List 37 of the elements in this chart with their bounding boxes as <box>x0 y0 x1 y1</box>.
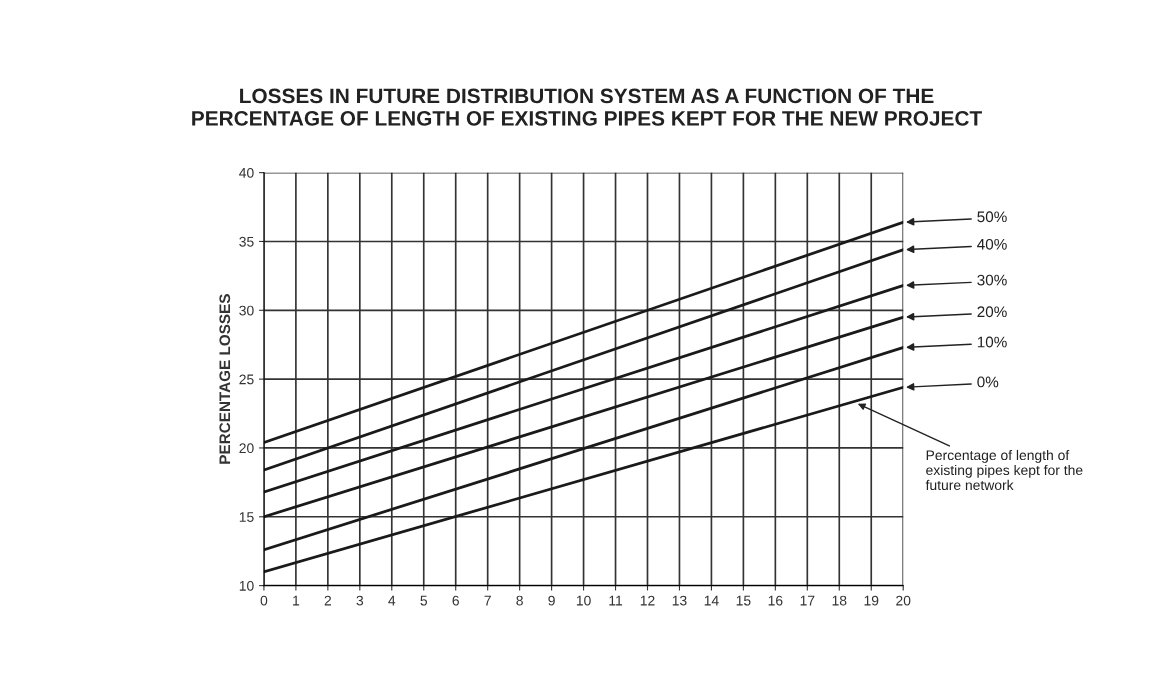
legend-label: 40% <box>977 238 1007 250</box>
x-tick-label: 3 <box>356 595 364 606</box>
y-tick-label: 10 <box>239 580 254 591</box>
x-tick-label: 19 <box>864 595 879 606</box>
x-tick-label: 6 <box>452 595 459 606</box>
legend-label: 30% <box>977 274 1007 286</box>
y-tick-label: 30 <box>239 305 254 316</box>
legend-label: 20% <box>977 306 1007 318</box>
x-tick-label: 8 <box>516 595 523 606</box>
x-tick-label: 10 <box>576 595 591 606</box>
chart-title: LOSSES IN FUTURE DISTRIBUTION SYSTEM AS A FUNCTION OF THE PERCENTAGE OF LENGTH OF EXISTING PIPES KEPT FOR THE NEW PROJECT <box>192 88 982 126</box>
x-tick-label: 14 <box>704 595 719 606</box>
y-tick-label: 15 <box>239 512 254 522</box>
y-tick-label: 40 <box>239 167 254 178</box>
x-tick-label: 18 <box>832 595 847 606</box>
x-tick-label: 1 <box>293 595 300 606</box>
x-tick-label: 13 <box>672 595 687 606</box>
y-tick-label: 20 <box>239 443 254 454</box>
y-tick-label: 25 <box>239 374 254 385</box>
y-tick-label: 35 <box>239 236 254 247</box>
x-tick-label: 12 <box>640 595 655 606</box>
x-tick-label: 2 <box>324 595 332 606</box>
x-tick-label: 17 <box>800 595 815 606</box>
y-axis-title: PERCENTAGE LOSSES <box>219 294 231 464</box>
x-tick-label: 9 <box>548 595 555 606</box>
x-tick-label: 5 <box>420 595 428 606</box>
x-tick-label: 7 <box>484 595 491 606</box>
x-tick-label: 16 <box>768 595 783 606</box>
legend-label: 0% <box>977 376 999 388</box>
x-tick-label: 4 <box>388 595 396 606</box>
x-tick-label: 11 <box>609 595 623 606</box>
x-tick-label: 15 <box>736 595 751 606</box>
x-tick-label: 0 <box>260 595 268 606</box>
annotation: Percentage of length of existing pipes kept for the future network <box>925 449 1083 491</box>
legend-label: 10% <box>977 336 1007 348</box>
x-tick-label: 20 <box>896 595 911 606</box>
legend-label: 50% <box>977 211 1007 223</box>
